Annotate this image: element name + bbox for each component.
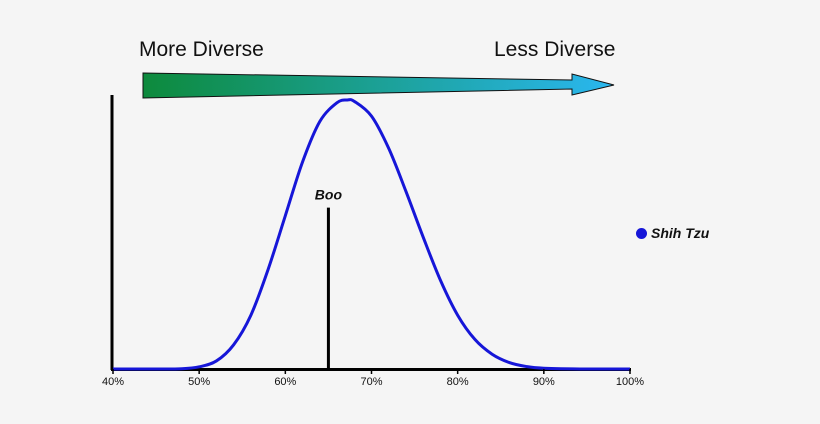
- x-axis-ticks: 40% 50% 60% 70% 80% 90% 100%: [102, 369, 644, 388]
- x-tick-label: 80%: [447, 376, 469, 388]
- diversity-gradient-arrow: [142, 72, 615, 99]
- boo-annotation-label: Boo: [315, 187, 343, 203]
- series-line-shih-tzu: [112, 98, 631, 371]
- less-diverse-label: Less Diverse: [494, 38, 616, 61]
- x-tick-label: 100%: [616, 376, 644, 388]
- x-tick-label: 50%: [188, 376, 210, 388]
- legend-swatch-shih-tzu: [636, 227, 647, 239]
- x-tick-label: 90%: [533, 376, 555, 388]
- legend: Shih Tzu: [636, 225, 709, 241]
- legend-label-shih-tzu: Shih Tzu: [651, 225, 710, 241]
- x-tick-label: 40%: [102, 376, 124, 388]
- x-tick-label: 60%: [274, 376, 296, 388]
- x-tick-label: 70%: [360, 376, 382, 388]
- more-diverse-label: More Diverse: [139, 38, 264, 61]
